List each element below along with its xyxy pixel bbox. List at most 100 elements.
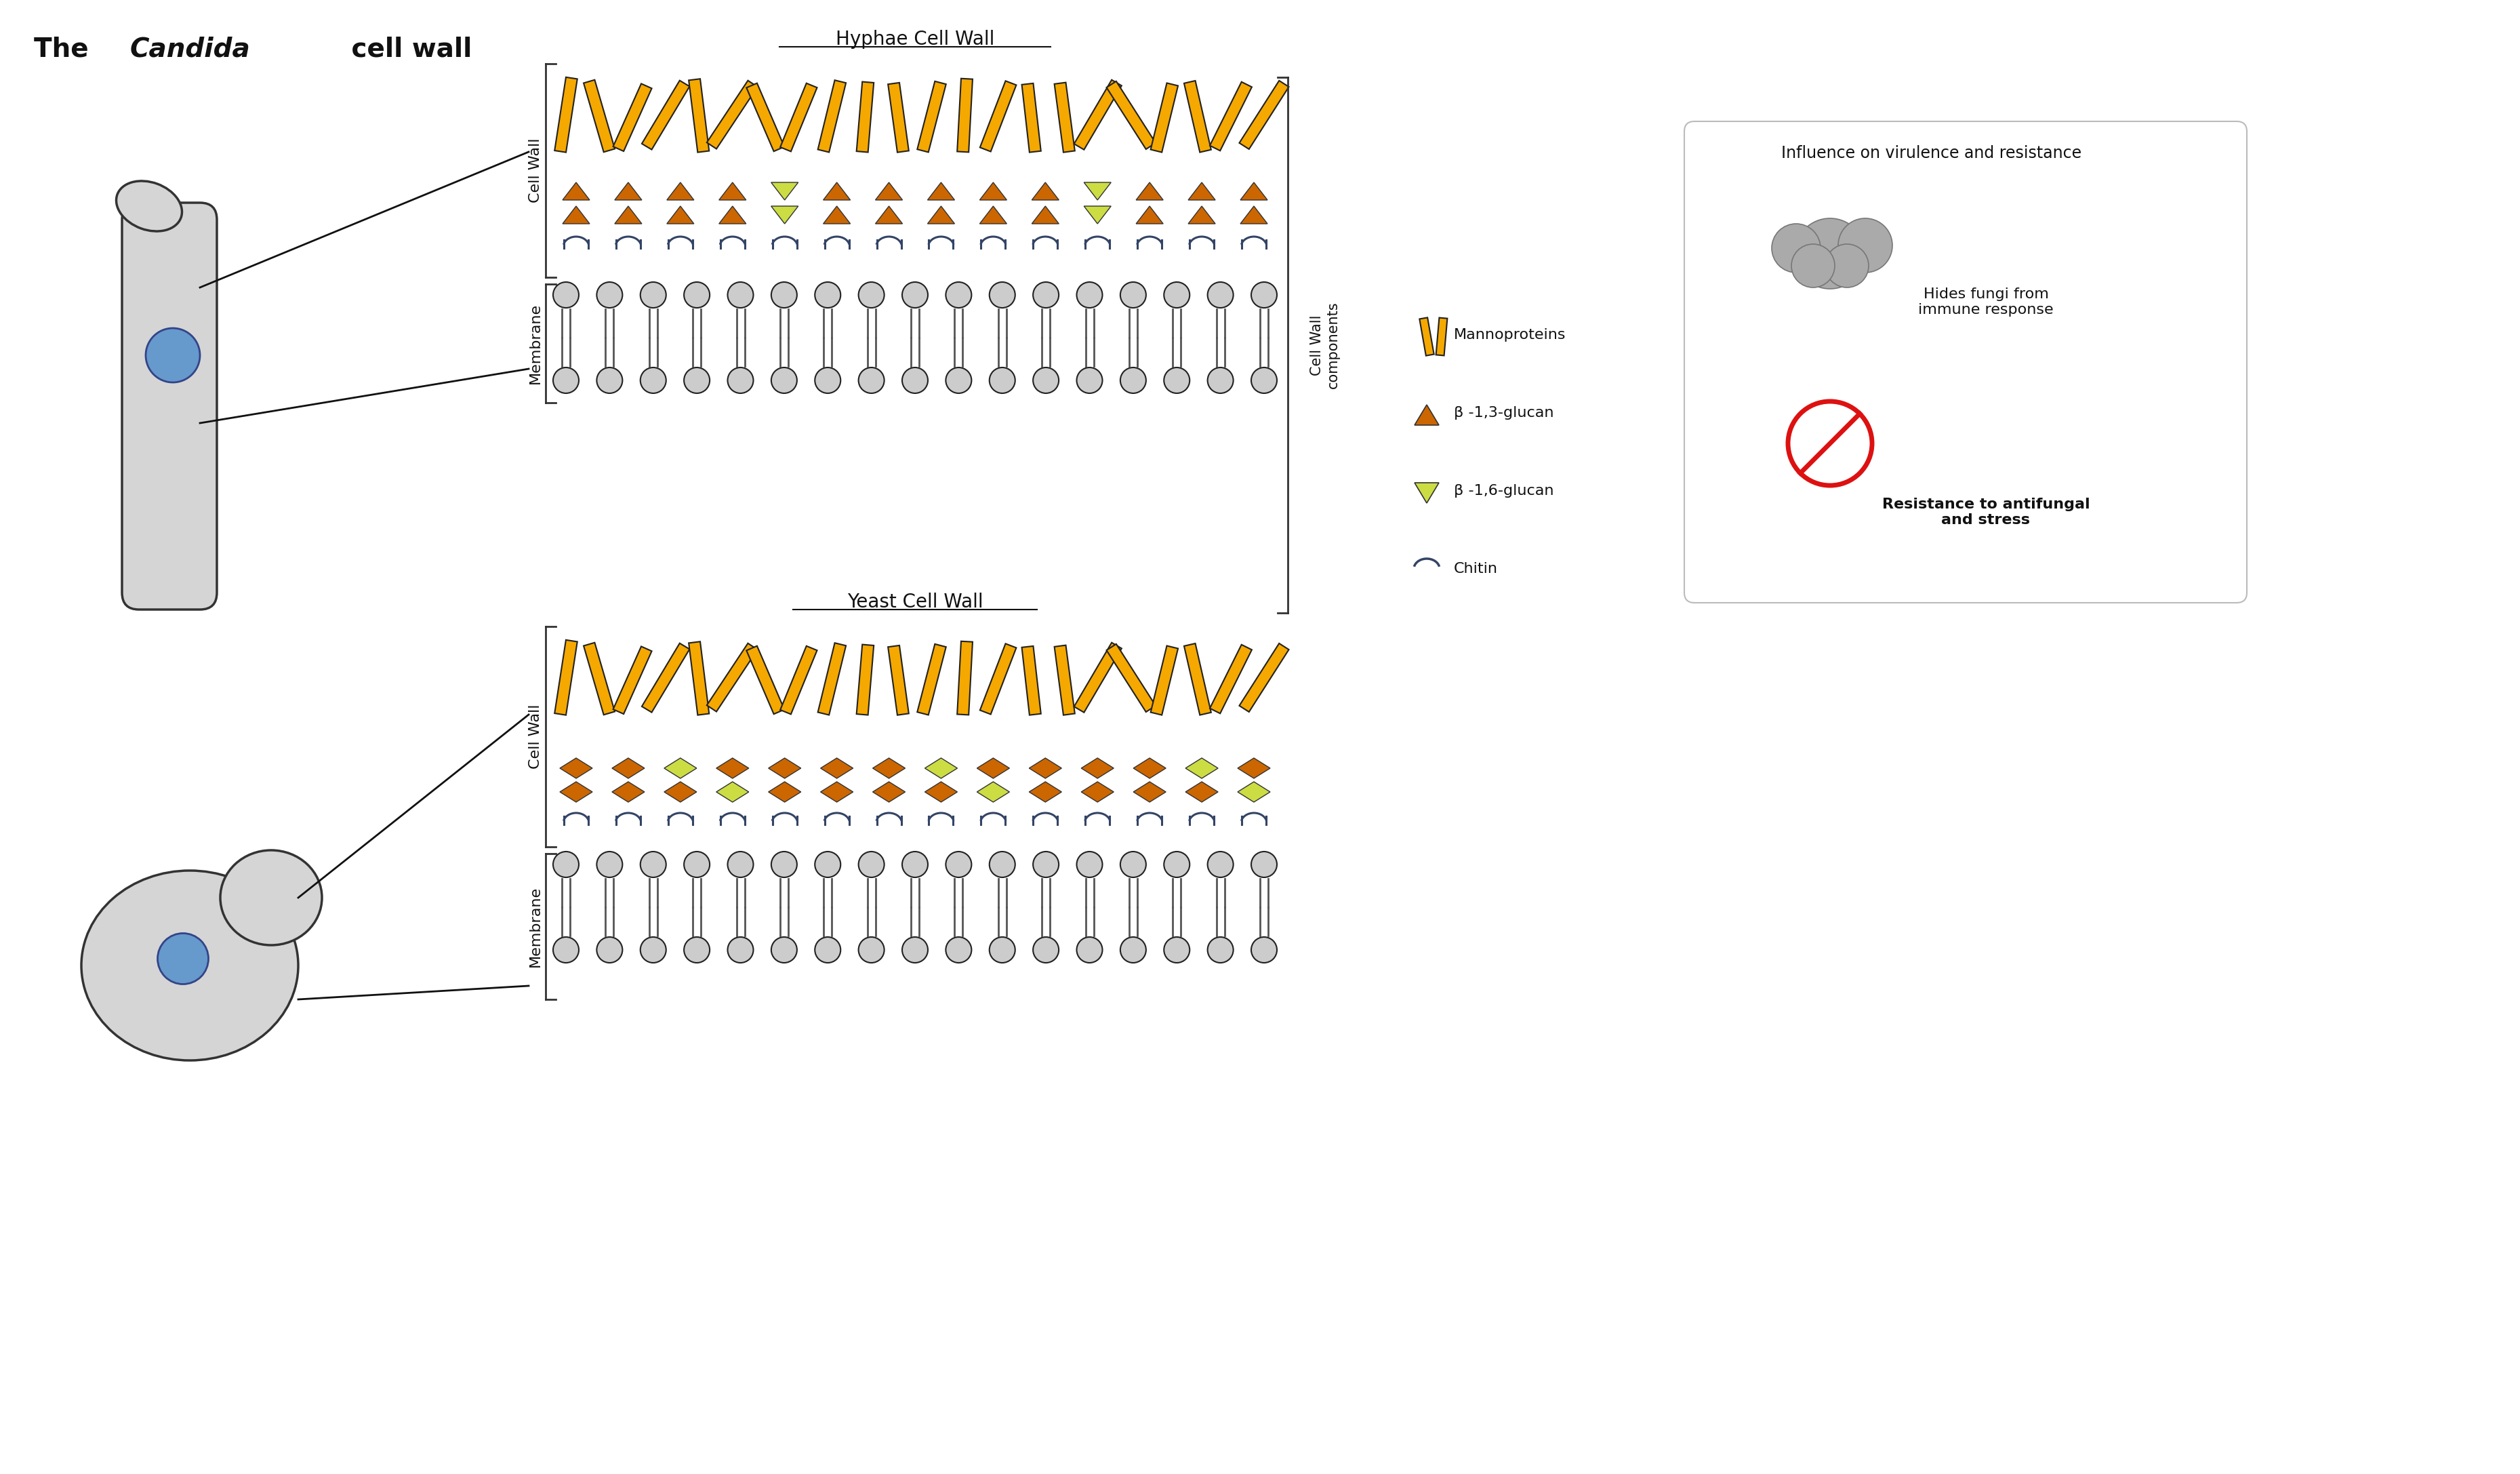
Polygon shape xyxy=(643,81,690,149)
Polygon shape xyxy=(822,781,854,802)
Ellipse shape xyxy=(146,329,199,382)
Polygon shape xyxy=(1414,405,1439,425)
Polygon shape xyxy=(562,206,590,224)
Polygon shape xyxy=(980,81,1016,152)
Polygon shape xyxy=(771,206,799,224)
Circle shape xyxy=(1164,282,1189,308)
Circle shape xyxy=(771,367,796,394)
Circle shape xyxy=(1207,367,1232,394)
Circle shape xyxy=(552,367,580,394)
Circle shape xyxy=(1837,218,1893,273)
Circle shape xyxy=(1207,852,1232,877)
Polygon shape xyxy=(1134,758,1167,778)
Polygon shape xyxy=(668,183,693,200)
Circle shape xyxy=(552,852,580,877)
Circle shape xyxy=(1076,852,1101,877)
Polygon shape xyxy=(688,641,708,715)
Text: Hides fungi from
immune response: Hides fungi from immune response xyxy=(1918,287,2054,317)
Polygon shape xyxy=(1137,183,1164,200)
Circle shape xyxy=(1164,937,1189,963)
Circle shape xyxy=(552,937,580,963)
Polygon shape xyxy=(872,781,905,802)
Circle shape xyxy=(683,367,711,394)
Circle shape xyxy=(1121,852,1147,877)
Polygon shape xyxy=(1419,317,1434,355)
Polygon shape xyxy=(612,647,653,713)
Polygon shape xyxy=(1414,483,1439,503)
Polygon shape xyxy=(706,643,759,712)
Polygon shape xyxy=(1031,183,1058,200)
Circle shape xyxy=(1033,937,1058,963)
Circle shape xyxy=(1794,218,1865,289)
Polygon shape xyxy=(1184,81,1212,152)
Circle shape xyxy=(1033,852,1058,877)
Polygon shape xyxy=(887,646,910,715)
FancyBboxPatch shape xyxy=(121,203,217,610)
Circle shape xyxy=(1121,367,1147,394)
Ellipse shape xyxy=(81,871,297,1060)
Polygon shape xyxy=(1031,206,1058,224)
Polygon shape xyxy=(746,83,784,152)
Circle shape xyxy=(1252,937,1278,963)
Circle shape xyxy=(1033,282,1058,308)
Polygon shape xyxy=(1084,183,1111,200)
Polygon shape xyxy=(771,183,799,200)
Circle shape xyxy=(1252,282,1278,308)
Polygon shape xyxy=(585,80,615,152)
Circle shape xyxy=(771,852,796,877)
Text: Mannoproteins: Mannoproteins xyxy=(1454,329,1565,342)
Polygon shape xyxy=(1240,81,1288,149)
Circle shape xyxy=(1824,245,1870,287)
Polygon shape xyxy=(980,183,1008,200)
Circle shape xyxy=(771,282,796,308)
Circle shape xyxy=(814,852,842,877)
Polygon shape xyxy=(612,758,645,778)
Polygon shape xyxy=(562,183,590,200)
Circle shape xyxy=(814,937,842,963)
Circle shape xyxy=(859,852,885,877)
Polygon shape xyxy=(615,183,643,200)
Circle shape xyxy=(990,937,1016,963)
Circle shape xyxy=(640,282,665,308)
Polygon shape xyxy=(585,643,615,715)
Text: Yeast Cell Wall: Yeast Cell Wall xyxy=(847,593,983,612)
Circle shape xyxy=(902,367,927,394)
Circle shape xyxy=(945,367,973,394)
Polygon shape xyxy=(824,183,849,200)
Polygon shape xyxy=(1021,646,1041,715)
Polygon shape xyxy=(554,640,577,715)
Text: The: The xyxy=(33,37,98,62)
Circle shape xyxy=(945,937,973,963)
Polygon shape xyxy=(958,641,973,715)
Polygon shape xyxy=(665,758,696,778)
Polygon shape xyxy=(925,758,958,778)
Circle shape xyxy=(1164,852,1189,877)
Polygon shape xyxy=(927,206,955,224)
Circle shape xyxy=(859,367,885,394)
Polygon shape xyxy=(958,78,973,152)
Polygon shape xyxy=(716,781,748,802)
Circle shape xyxy=(859,282,885,308)
Polygon shape xyxy=(1053,83,1076,152)
Circle shape xyxy=(990,852,1016,877)
Text: Candida: Candida xyxy=(131,37,249,62)
Polygon shape xyxy=(1084,206,1111,224)
Polygon shape xyxy=(688,78,708,152)
Polygon shape xyxy=(615,206,643,224)
Circle shape xyxy=(1121,937,1147,963)
Polygon shape xyxy=(874,183,902,200)
Polygon shape xyxy=(887,83,910,152)
Text: cell wall: cell wall xyxy=(343,37,471,62)
Circle shape xyxy=(552,282,580,308)
Circle shape xyxy=(1207,282,1232,308)
Text: Cell Wall: Cell Wall xyxy=(529,705,542,769)
Circle shape xyxy=(1207,937,1232,963)
Text: β -1,6-glucan: β -1,6-glucan xyxy=(1454,483,1555,498)
Text: β -1,3-glucan: β -1,3-glucan xyxy=(1454,407,1555,420)
Circle shape xyxy=(990,282,1016,308)
Text: Chitin: Chitin xyxy=(1454,562,1497,576)
Circle shape xyxy=(1033,367,1058,394)
Polygon shape xyxy=(1021,84,1041,152)
Circle shape xyxy=(640,367,665,394)
Polygon shape xyxy=(1184,781,1217,802)
